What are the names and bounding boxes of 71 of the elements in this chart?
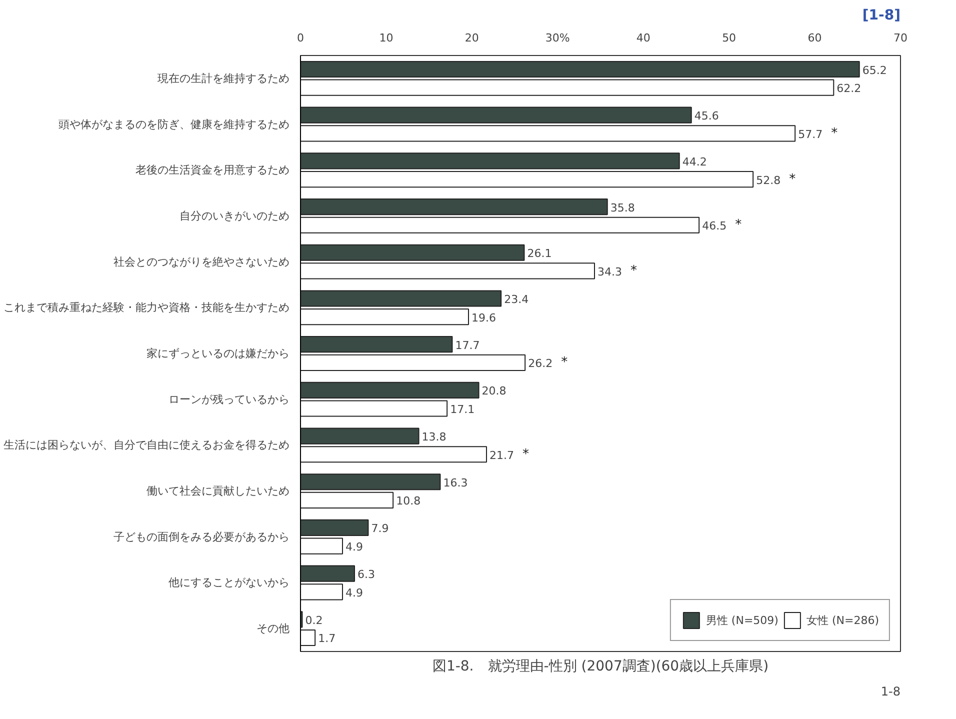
data-label: 13.8 — [422, 430, 446, 444]
x-tick-label: 20 — [464, 32, 479, 44]
bar — [300, 170, 754, 188]
bar — [300, 492, 394, 508]
legend-label: 男性 (N=509) — [706, 612, 778, 628]
y-tick-label: 自分のいきがいのため — [180, 209, 290, 222]
x-tick-label: 50 — [722, 32, 736, 44]
bar — [300, 519, 369, 536]
y-tick-label: ローンが残っているから — [168, 392, 290, 406]
data-label: 1.7 — [318, 632, 336, 646]
data-label: 21.7 — [490, 448, 514, 462]
data-label: 10.8 — [396, 494, 421, 508]
bar — [300, 198, 608, 216]
x-tick-label: 40 — [636, 32, 650, 44]
bar — [300, 216, 700, 234]
data-label: 17.1 — [450, 403, 475, 416]
y-tick-label: 現在の生計を維持するため — [158, 72, 290, 85]
bar — [300, 79, 834, 96]
data-label: 19.6 — [472, 311, 496, 324]
annotation: * — [522, 446, 530, 462]
data-label: 44.2 — [682, 155, 707, 168]
data-label: 46.5 — [702, 220, 727, 233]
y-tick-label: 頭や体がなまるのを防ぎ、健康を維持するため — [58, 118, 290, 131]
y-tick-label: 働いて社会に貢献したいため — [146, 484, 290, 498]
data-label: 35.8 — [610, 201, 635, 214]
y-tick-label: 子どもの面倒をみる必要があるから — [114, 530, 290, 544]
caption: 図1-8. 就労理由-性別 (2007調査)(60歳以上兵庫県) — [432, 658, 769, 674]
bar — [300, 354, 526, 371]
data-label: 6.3 — [358, 568, 375, 582]
x-tick-label: 0 — [297, 32, 304, 44]
data-label: 7.9 — [371, 522, 389, 536]
text: [1-8] — [862, 8, 901, 24]
annotation: * — [831, 126, 838, 141]
data-label: 17.7 — [455, 338, 480, 352]
x-tick-label: 60 — [808, 32, 822, 44]
x-tick-label: 30% — [545, 32, 570, 44]
y-tick-label: 家にずっといるのは嫌だから — [146, 347, 290, 360]
data-label: 57.7 — [798, 128, 823, 141]
y-tick-label: 老後の生活資金を用意するため — [136, 164, 290, 177]
data-label: 4.9 — [346, 540, 363, 554]
data-label: 26.2 — [528, 357, 553, 370]
data-label: 0.2 — [305, 614, 323, 627]
bar — [300, 474, 441, 490]
bar — [300, 60, 860, 78]
legend-label: 女性 (N=286) — [806, 612, 879, 628]
data-label: 34.3 — [598, 265, 622, 278]
bar — [300, 336, 453, 353]
bar — [300, 538, 343, 554]
data-label: 23.4 — [504, 292, 529, 306]
data-label: 20.8 — [482, 384, 506, 398]
annotation: * — [789, 172, 796, 187]
y-tick-label: 社会とのつながりを絶やさないため — [114, 255, 290, 268]
data-label: 65.2 — [862, 64, 887, 77]
x-tick-label: 70 — [894, 32, 908, 44]
y-tick-label: その他 — [256, 622, 290, 636]
data-label: 45.6 — [694, 110, 719, 123]
x-tick-label: 10 — [379, 32, 394, 44]
bar — [300, 629, 316, 646]
data-label: 4.9 — [346, 586, 363, 600]
annotation: * — [561, 355, 568, 370]
y-tick-label: 生活には困らないが、自分で自由に使えるお金を得るため — [4, 438, 290, 452]
bar — [300, 152, 680, 170]
annotation: * — [735, 218, 742, 233]
data-label: 62.2 — [836, 82, 862, 96]
data-label: 26.1 — [527, 247, 552, 260]
y-tick-label: これまで積み重ねた経験・能力や資格・技能を生かすため — [4, 301, 290, 314]
annotation: * — [630, 263, 638, 278]
text: 1-8 — [880, 684, 901, 698]
data-label: 16.3 — [443, 476, 468, 490]
data-label: 52.8 — [756, 174, 781, 187]
y-tick-label: 他にすることがないから — [168, 576, 290, 590]
